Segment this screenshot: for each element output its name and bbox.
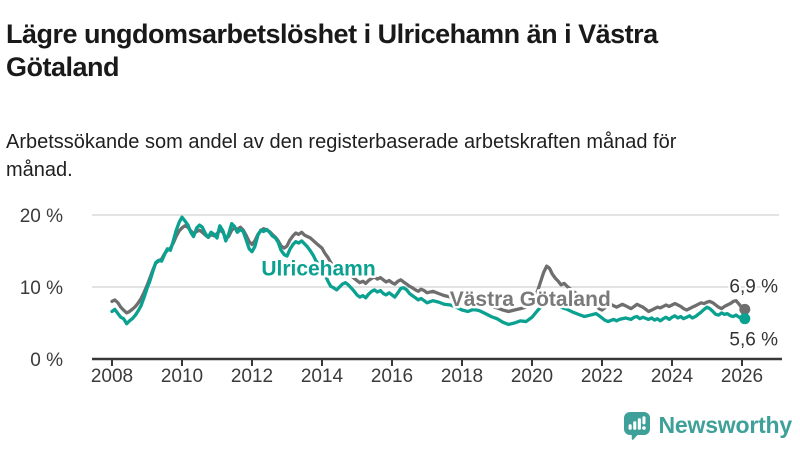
end-value-label: 6,9 % [729,276,778,297]
x-tick-label: 2012 [231,366,273,387]
x-tick-label: 2010 [161,366,203,387]
series-label-v-stra-g-taland: Västra Götaland [450,288,611,311]
series-line-v-stra-g-taland [110,224,747,315]
end-dot [739,313,751,325]
x-tick-label: 2014 [301,366,344,387]
x-tick-label: 2008 [91,366,133,387]
x-tick-label: 2016 [371,366,413,387]
y-tick-label: 0 % [30,350,63,371]
newsworthy-bar-chart-bubble-icon [623,412,650,440]
chart-subtitle: Arbetssökande som andel av den registerb… [6,131,677,181]
y-tick-label: 10 % [20,278,63,299]
series-line-ulricehamn [110,215,747,327]
end-dot [739,303,751,315]
x-tick-label: 2018 [441,366,483,387]
x-tick-label: 2024 [651,366,694,387]
chart-title: Lägre ungdomsarbetslöshet i Ulricehamn ä… [6,19,658,83]
newsworthy-wordmark: Newsworthy [658,412,793,438]
x-tick-label: 2020 [511,366,553,387]
newsworthy-logo[interactable]: Newsworthy [623,411,792,440]
end-value-label: 5,6 % [729,330,778,351]
series-label-ulricehamn: Ulricehamn [261,257,375,280]
x-tick-label: 2022 [581,366,623,387]
x-tick-label: 2026 [721,366,763,387]
y-tick-label: 20 % [20,206,63,227]
